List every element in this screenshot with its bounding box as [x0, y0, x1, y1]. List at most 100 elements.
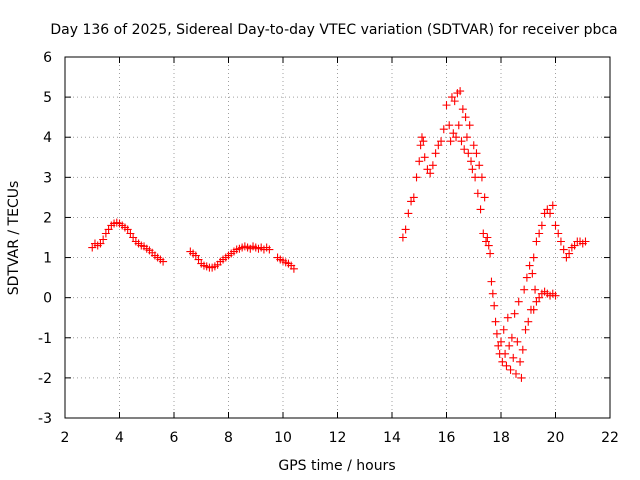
y-tick-labels: -3 -2 -1 0 1 2 3 4 5 6	[38, 50, 52, 427]
data-point	[469, 141, 478, 150]
y-tick-label: -1	[38, 331, 52, 347]
y-axis-label: SDTVAR / TECUs	[6, 181, 22, 296]
data-point	[104, 225, 113, 234]
data-point	[503, 313, 512, 322]
data-point	[529, 305, 538, 314]
data-point	[404, 209, 413, 218]
data-point	[482, 237, 491, 246]
data-point	[101, 229, 110, 238]
data-point	[428, 161, 437, 170]
x-tick-label: 6	[170, 430, 179, 446]
data-point	[265, 245, 274, 254]
data-point	[516, 357, 525, 366]
data-point	[483, 233, 492, 242]
data-point	[497, 337, 505, 346]
data-point	[467, 157, 476, 166]
data-point	[465, 121, 474, 130]
data-point	[416, 141, 425, 150]
data-point	[486, 249, 495, 258]
data-point	[454, 121, 463, 130]
data-point	[548, 201, 557, 210]
data-point	[446, 137, 455, 146]
data-point	[490, 301, 499, 310]
data-point	[99, 235, 108, 244]
data-point	[562, 253, 571, 262]
data-point	[491, 317, 500, 326]
data-point	[450, 97, 459, 106]
data-point	[452, 133, 461, 142]
data-point	[521, 325, 530, 334]
data-point	[423, 165, 432, 174]
data-point	[458, 105, 467, 114]
data-point	[513, 337, 522, 346]
data-point	[456, 87, 465, 96]
data-point	[449, 129, 458, 138]
data-point	[477, 173, 486, 182]
data-point	[419, 137, 428, 146]
data-point	[551, 221, 560, 230]
data-point	[88, 243, 97, 252]
grid-layer	[65, 57, 610, 418]
data-point	[559, 245, 568, 254]
data-point	[525, 261, 534, 270]
data-point	[439, 125, 448, 134]
data-point	[412, 173, 421, 182]
data-point	[442, 101, 451, 110]
data-point	[473, 189, 482, 198]
tick-marks	[64, 56, 611, 419]
data-point	[96, 239, 105, 248]
data-point	[494, 341, 503, 350]
data-point	[476, 205, 485, 214]
data-point	[471, 173, 480, 182]
data-point	[409, 193, 418, 202]
data-point	[505, 341, 514, 350]
x-tick-label: 18	[492, 430, 510, 446]
data-point	[581, 237, 590, 246]
data-point	[509, 353, 518, 362]
x-tick-labels: 2 4 6 8 10 12 14 16 18 20 22	[61, 430, 619, 446]
y-tick-label: 3	[43, 170, 52, 186]
data-point	[479, 229, 488, 238]
data-point	[123, 225, 132, 234]
data-point	[535, 229, 544, 238]
y-tick-label: 2	[43, 210, 52, 226]
data-point	[475, 161, 484, 170]
data-point	[461, 113, 470, 122]
data-points	[88, 87, 590, 382]
data-point	[401, 225, 410, 234]
data-point	[531, 285, 540, 294]
data-point	[529, 253, 538, 262]
data-point	[535, 293, 544, 302]
data-point	[502, 361, 511, 370]
data-point	[532, 237, 541, 246]
data-point	[129, 233, 138, 242]
data-point	[518, 345, 527, 354]
y-tick-label: -3	[38, 411, 52, 427]
data-point	[488, 289, 497, 298]
data-point	[398, 233, 407, 242]
data-point	[407, 197, 416, 206]
x-tick-label: 14	[383, 430, 401, 446]
data-point	[556, 237, 565, 246]
data-point	[447, 93, 456, 102]
data-point	[511, 369, 520, 378]
data-point	[517, 373, 526, 382]
data-point	[537, 221, 546, 230]
data-point	[417, 133, 426, 142]
data-point	[468, 165, 477, 174]
y-tick-label: 4	[43, 130, 52, 146]
data-point	[543, 205, 552, 214]
data-point	[426, 169, 435, 178]
chart-title: Day 136 of 2025, Sidereal Day-to-day VTE…	[50, 22, 617, 38]
data-point	[457, 137, 466, 146]
data-point	[487, 277, 496, 286]
y-tick-label: 1	[43, 251, 52, 267]
data-point	[514, 297, 523, 306]
data-point	[462, 133, 471, 142]
data-point	[499, 325, 508, 334]
data-point	[501, 349, 510, 358]
y-tick-label: 6	[43, 50, 52, 66]
data-point	[191, 251, 200, 260]
x-tick-label: 22	[601, 430, 619, 446]
